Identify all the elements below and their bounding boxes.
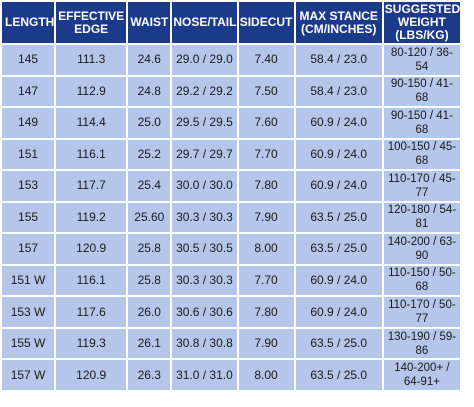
cell-length: 157 bbox=[2, 234, 55, 264]
cell-suggested-weight: 120-180 / 54-81 bbox=[383, 202, 460, 233]
cell-waist: 24.8 bbox=[128, 76, 171, 107]
cell-sidecut: 7.40 bbox=[238, 45, 294, 75]
header-row: LENGTH EFFECTIVE EDGE WAIST NOSE/TAIL SI… bbox=[2, 2, 460, 43]
cell-length: 149 bbox=[2, 108, 55, 138]
cell-max-stance: 58.4 / 23.0 bbox=[295, 76, 382, 107]
cell-effective-edge: 116.1 bbox=[56, 265, 127, 296]
cell-nose-tail: 30.0 / 30.0 bbox=[172, 171, 237, 201]
cell-length: 155 bbox=[2, 202, 55, 233]
table-row: 153 W 117.6 26.0 30.6 / 30.6 7.80 60.9 / 24.0… bbox=[2, 297, 460, 327]
cell-length: 145 bbox=[2, 45, 55, 75]
cell-length: 147 bbox=[2, 76, 55, 107]
header-waist: WAIST bbox=[128, 2, 171, 43]
cell-suggested-weight: 110-150 / 50-68 bbox=[383, 265, 460, 296]
table-row: 147 112.9 24.8 29.2 / 29.2 7.50 58.4 / 23.0 90… bbox=[2, 76, 460, 107]
header-suggested-weight: SUGGESTED WEIGHT (LBS/KG) bbox=[383, 2, 461, 43]
cell-waist: 25.0 bbox=[128, 108, 171, 138]
table-row: 151 116.1 25.2 29.7 / 29.7 7.70 60.9 / 24.0 10… bbox=[2, 139, 460, 170]
header-max-stance: MAX STANCE (CM/INCHES) bbox=[295, 2, 382, 43]
specs-table-container: LENGTH EFFECTIVE EDGE WAIST NOSE/TAIL SI… bbox=[0, 0, 462, 392]
cell-sidecut: 7.70 bbox=[238, 265, 294, 296]
cell-max-stance: 60.9 / 24.0 bbox=[295, 265, 382, 296]
cell-nose-tail: 30.6 / 30.6 bbox=[172, 297, 237, 327]
table-row: 153 117.7 25.4 30.0 / 30.0 7.80 60.9 / 24.0 11… bbox=[2, 171, 460, 201]
cell-effective-edge: 117.6 bbox=[56, 297, 127, 327]
cell-nose-tail: 30.5 / 30.5 bbox=[172, 234, 237, 264]
cell-length: 153 bbox=[2, 171, 55, 201]
cell-waist: 24.6 bbox=[128, 45, 171, 75]
cell-sidecut: 7.60 bbox=[238, 108, 294, 138]
cell-length: 151 bbox=[2, 139, 55, 170]
table-row: 151 W 116.1 25.8 30.3 / 30.3 7.70 60.9 / 24.0… bbox=[2, 265, 460, 296]
cell-waist: 26.0 bbox=[128, 297, 171, 327]
cell-waist: 25.2 bbox=[128, 139, 171, 170]
cell-suggested-weight: 110-170 / 50-77 bbox=[383, 297, 460, 327]
cell-max-stance: 60.9 / 24.0 bbox=[295, 139, 382, 170]
cell-effective-edge: 117.7 bbox=[56, 171, 127, 201]
cell-max-stance: 63.5 / 25.0 bbox=[295, 234, 382, 264]
cell-waist: 25.8 bbox=[128, 234, 171, 264]
cell-max-stance: 63.5 / 25.0 bbox=[295, 202, 382, 233]
cell-nose-tail: 29.7 / 29.7 bbox=[172, 139, 237, 170]
cell-waist: 25.8 bbox=[128, 265, 171, 296]
cell-max-stance: 60.9 / 24.0 bbox=[295, 171, 382, 201]
table-row: 155 W 119.3 26.1 30.8 / 30.8 7.90 63.5 / 25.0… bbox=[2, 328, 460, 359]
table-row: 157 W 120.9 26.3 31.0 / 31.0 8.00 63.5 / 25.0… bbox=[2, 360, 460, 390]
header-effective-edge: EFFECTIVE EDGE bbox=[56, 2, 127, 43]
cell-suggested-weight: 80-120 / 36-54 bbox=[383, 45, 460, 75]
cell-suggested-weight: 100-150 / 45-68 bbox=[383, 139, 460, 170]
cell-max-stance: 63.5 / 25.0 bbox=[295, 360, 382, 390]
cell-nose-tail: 30.8 / 30.8 bbox=[172, 328, 237, 359]
cell-suggested-weight: 140-200 / 63-90 bbox=[383, 234, 460, 264]
cell-sidecut: 7.90 bbox=[238, 202, 294, 233]
cell-nose-tail: 30.3 / 30.3 bbox=[172, 202, 237, 233]
cell-sidecut: 7.80 bbox=[238, 297, 294, 327]
cell-max-stance: 60.9 / 24.0 bbox=[295, 297, 382, 327]
cell-effective-edge: 120.9 bbox=[56, 360, 127, 390]
cell-effective-edge: 112.9 bbox=[56, 76, 127, 107]
cell-nose-tail: 29.5 / 29.5 bbox=[172, 108, 237, 138]
cell-waist: 25.4 bbox=[128, 171, 171, 201]
cell-sidecut: 7.80 bbox=[238, 171, 294, 201]
cell-sidecut: 8.00 bbox=[238, 360, 294, 390]
cell-length: 157 W bbox=[2, 360, 55, 390]
cell-suggested-weight: 130-190 / 59-86 bbox=[383, 328, 460, 359]
cell-sidecut: 7.70 bbox=[238, 139, 294, 170]
table-body: 145 111.3 24.6 29.0 / 29.0 7.40 58.4 / 23.0 80… bbox=[2, 45, 460, 390]
cell-effective-edge: 119.2 bbox=[56, 202, 127, 233]
cell-effective-edge: 116.1 bbox=[56, 139, 127, 170]
table-row: 145 111.3 24.6 29.0 / 29.0 7.40 58.4 / 23.0 80… bbox=[2, 45, 460, 75]
cell-effective-edge: 119.3 bbox=[56, 328, 127, 359]
cell-suggested-weight: 110-170 / 45-77 bbox=[383, 171, 460, 201]
cell-suggested-weight: 90-150 / 41-68 bbox=[383, 108, 460, 138]
header-nose-tail: NOSE/TAIL bbox=[172, 2, 237, 43]
table-row: 149 114.4 25.0 29.5 / 29.5 7.60 60.9 / 24.0 90… bbox=[2, 108, 460, 138]
cell-effective-edge: 120.9 bbox=[56, 234, 127, 264]
cell-waist: 26.1 bbox=[128, 328, 171, 359]
cell-nose-tail: 29.2 / 29.2 bbox=[172, 76, 237, 107]
cell-nose-tail: 31.0 / 31.0 bbox=[172, 360, 237, 390]
table-row: 157 120.9 25.8 30.5 / 30.5 8.00 63.5 / 25.0 14… bbox=[2, 234, 460, 264]
table-row: 155 119.2 25.60 30.3 / 30.3 7.90 63.5 / 25.0 1… bbox=[2, 202, 460, 233]
cell-length: 155 W bbox=[2, 328, 55, 359]
cell-waist: 26.3 bbox=[128, 360, 171, 390]
cell-max-stance: 60.9 / 24.0 bbox=[295, 108, 382, 138]
cell-length: 151 W bbox=[2, 265, 55, 296]
cell-length: 153 W bbox=[2, 297, 55, 327]
cell-sidecut: 8.00 bbox=[238, 234, 294, 264]
cell-nose-tail: 29.0 / 29.0 bbox=[172, 45, 237, 75]
snowboard-specs-table: LENGTH EFFECTIVE EDGE WAIST NOSE/TAIL SI… bbox=[2, 2, 460, 390]
cell-max-stance: 58.4 / 23.0 bbox=[295, 45, 382, 75]
cell-effective-edge: 114.4 bbox=[56, 108, 127, 138]
header-length: LENGTH bbox=[2, 2, 54, 43]
cell-sidecut: 7.50 bbox=[238, 76, 294, 107]
cell-effective-edge: 111.3 bbox=[56, 45, 127, 75]
cell-max-stance: 63.5 / 25.0 bbox=[295, 328, 382, 359]
cell-waist: 25.60 bbox=[128, 202, 171, 233]
cell-nose-tail: 30.3 / 30.3 bbox=[172, 265, 237, 296]
header-sidecut: SIDECUT bbox=[238, 2, 294, 43]
cell-sidecut: 7.90 bbox=[238, 328, 294, 359]
cell-suggested-weight: 90-150 / 41-68 bbox=[383, 76, 460, 107]
cell-suggested-weight: 140-200+ / 64-91+ bbox=[383, 360, 460, 390]
